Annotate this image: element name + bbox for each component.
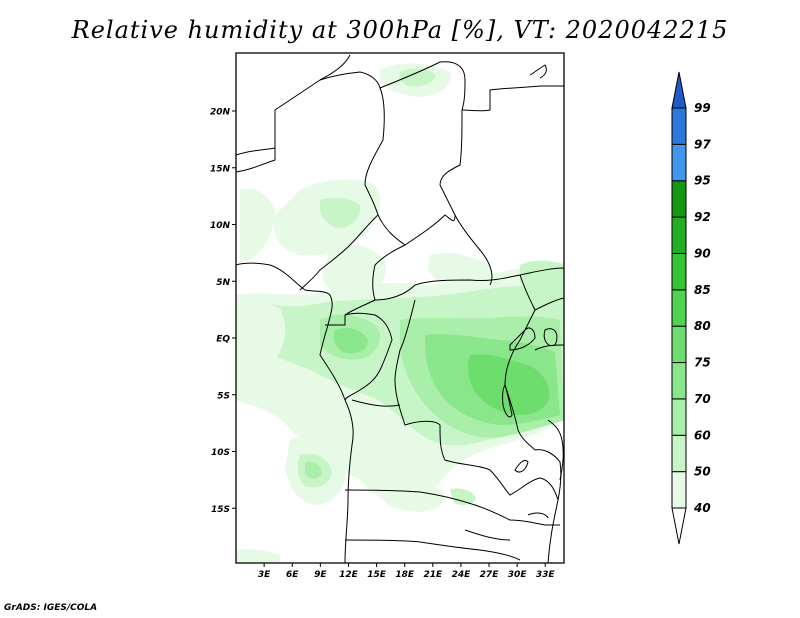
colorbar-swatch [671, 471, 687, 509]
border [464, 529, 511, 541]
colorbar-swatch [671, 252, 687, 291]
lat-label: 10N [210, 221, 231, 231]
border [236, 54, 351, 156]
colorbar-label: 70 [694, 392, 711, 406]
lat-label: 5S [217, 391, 230, 401]
humidity-area [240, 188, 275, 262]
border [504, 274, 536, 451]
humidity-shading [236, 63, 564, 563]
lat-label: 15N [210, 164, 231, 174]
humidity-area [320, 197, 361, 228]
humidity-area [334, 328, 368, 354]
colorbar-label: 50 [694, 465, 711, 479]
lake [514, 459, 529, 473]
border [299, 71, 385, 291]
border [461, 85, 564, 112]
border [534, 449, 562, 563]
colorbar-swatch [671, 325, 687, 364]
colorbar: 40 50 60 70 75 80 85 90 92 95 97 99 [671, 71, 711, 545]
colorbar-label: 85 [694, 283, 711, 297]
border [236, 148, 276, 173]
border [344, 489, 560, 526]
colorbar-label: 40 [693, 501, 711, 515]
colorbar-label: 95 [694, 174, 711, 188]
lon-label: 18E [395, 570, 415, 580]
lon-label: 6E [286, 570, 299, 580]
colorbar-label: 60 [694, 428, 711, 442]
border [534, 297, 564, 311]
colorbar-swatch [671, 362, 687, 400]
lon-label: 21E [423, 570, 443, 580]
lake [527, 512, 549, 519]
lat-label: 20N [210, 108, 231, 118]
lake [509, 327, 536, 351]
border [394, 299, 559, 501]
chart-title: Relative humidity at 300hPa [%], VT: 202… [71, 16, 729, 44]
colorbar-label: 97 [694, 137, 711, 151]
lat-label: 15S [211, 505, 230, 515]
border [351, 399, 401, 407]
humidity-area [380, 480, 444, 512]
border [377, 214, 456, 246]
border [379, 61, 466, 111]
border [325, 299, 376, 326]
lake [543, 328, 558, 347]
colorbar-label: 99 [694, 101, 711, 115]
humidity-area [467, 354, 550, 415]
lon-label: 15E [367, 570, 387, 580]
border [344, 312, 393, 401]
colorbar-swatch [671, 180, 687, 218]
humidity-area [428, 253, 492, 288]
humidity-area [305, 461, 322, 479]
border [439, 109, 493, 286]
coastline [529, 64, 547, 79]
colorbar-label: 90 [694, 246, 711, 260]
colorbar-swatch [671, 289, 687, 327]
colorbar-label: 75 [694, 356, 711, 370]
coastline [547, 419, 564, 481]
humidity-area [322, 244, 387, 296]
colorbar-low-triangle [671, 507, 687, 545]
lat-label: 5N [216, 278, 230, 288]
humidity-area [450, 488, 476, 506]
colorbar-swatch [671, 398, 687, 436]
colorbar-label: 80 [694, 319, 711, 333]
grads-credit: GrADS: IGES/COLA [4, 603, 98, 613]
lon-label: 9E [314, 570, 327, 580]
lat-label: EQ [216, 335, 230, 345]
lat-label: 10S [211, 448, 230, 458]
lon-label: 24E [452, 570, 472, 580]
lon-label: 3E [258, 570, 271, 580]
colorbar-swatch [671, 107, 687, 145]
lake [502, 383, 513, 418]
map-frame [235, 52, 565, 564]
humidity-area [358, 438, 411, 482]
colorbar-swatch [671, 216, 687, 254]
humidity-area [399, 68, 436, 87]
colorbar-swatch [671, 434, 687, 473]
border [344, 539, 521, 561]
coastline [236, 262, 354, 563]
longitude-axis: 3E 6E 9E 12E 15E 18E 21E 24E 27E 30E 33E [258, 563, 556, 580]
humidity-area [236, 549, 280, 563]
lon-label: 12E [339, 570, 359, 580]
latitude-axis: 20N 15N 10N 5N EQ 5S 10S 15S [210, 108, 236, 515]
country-borders [236, 54, 564, 563]
colorbar-high-triangle [671, 71, 687, 109]
lon-label: 30E [508, 570, 528, 580]
colorbar-swatch [671, 143, 687, 182]
lon-label: 27E [480, 570, 500, 580]
humidity-area [236, 299, 286, 373]
colorbar-label: 92 [694, 210, 711, 224]
lon-label: 33E [536, 570, 556, 580]
